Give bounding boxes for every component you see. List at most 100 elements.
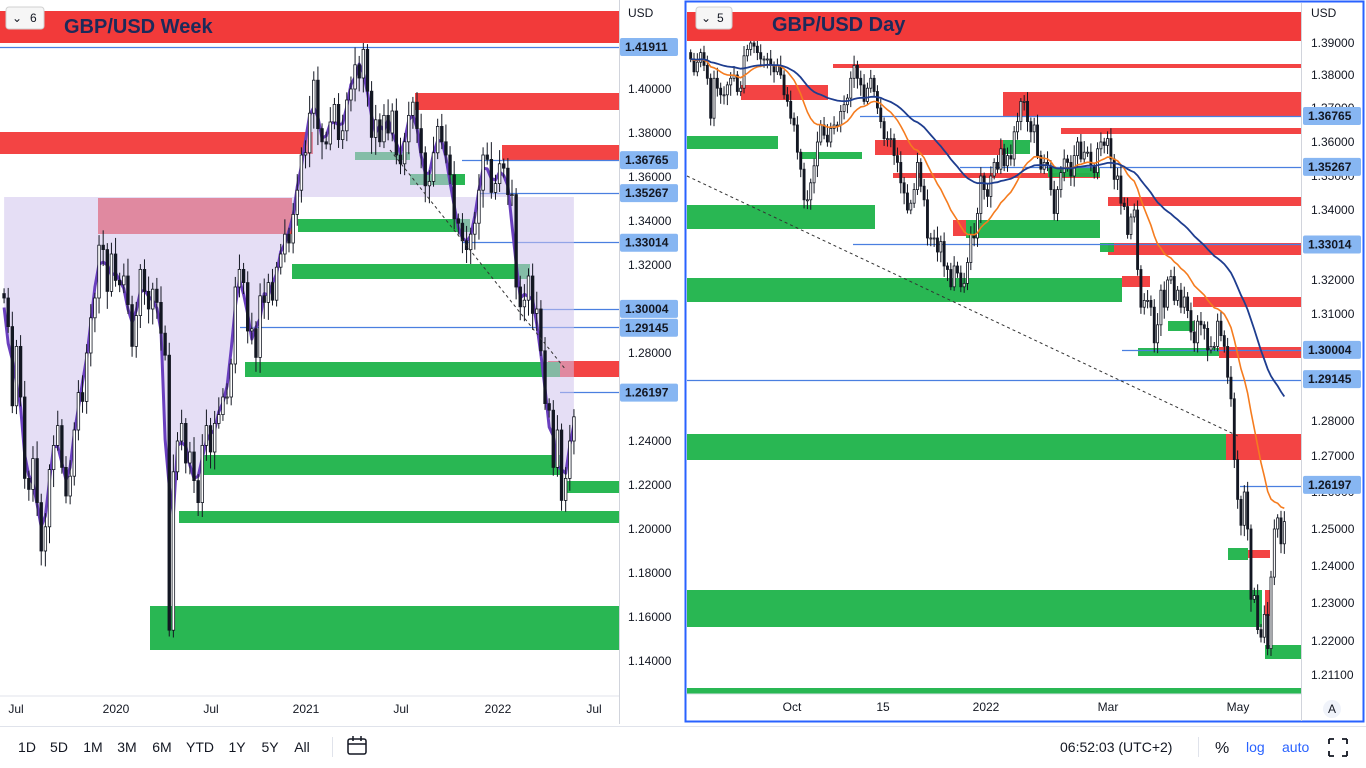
day-candle-body (1136, 209, 1140, 270)
range-button-1d[interactable]: 1D (18, 739, 36, 755)
day-supply-zone (1193, 297, 1301, 307)
day-candle-body (926, 199, 929, 239)
range-button-all[interactable]: All (294, 739, 310, 755)
day-candle-body (1029, 121, 1033, 133)
day-candle-body (1156, 324, 1160, 344)
week-title-zone (0, 11, 619, 43)
week-candle-body (374, 119, 378, 138)
day-candle-body (695, 61, 699, 73)
day-supply-zone (1108, 243, 1301, 255)
week-candle-body (398, 154, 403, 165)
range-buttons: 1D 5D 1M 3M 6M YTD 1Y 5Y All (18, 739, 310, 755)
day-candle-body (946, 265, 949, 270)
week-candle-body (56, 425, 60, 446)
week-candle-body (518, 286, 522, 308)
day-price-tag-label: 1.26197 (1308, 478, 1352, 492)
day-supply-zone (833, 64, 1301, 68)
week-demand-zone (298, 219, 470, 232)
day-y-axis[interactable]: USD 1.390001.380001.370001.360001.350001… (1303, 6, 1361, 718)
day-candle-body (1259, 629, 1263, 638)
day-candle-body (959, 272, 963, 288)
day-candle-body (966, 262, 969, 284)
range-button-3m[interactable]: 3M (117, 739, 136, 755)
week-demand-zone (202, 455, 560, 475)
week-candle-body (415, 101, 419, 129)
day-pane-focus-border (684, 0, 1365, 723)
week-price-tag-label: 1.35267 (625, 186, 669, 200)
day-candle-body (719, 87, 723, 96)
day-candle-body (906, 192, 909, 211)
week-candle-body (122, 275, 126, 286)
day-candle-body (812, 165, 816, 184)
week-y-tick-label: 1.24000 (628, 434, 672, 448)
day-candle-body (1222, 335, 1226, 347)
range-button-ytd[interactable]: YTD (186, 739, 214, 755)
day-demand-zone (1003, 140, 1030, 154)
day-collapse-button[interactable] (695, 6, 733, 30)
day-price-tag-label: 1.33014 (1308, 238, 1352, 252)
week-collapse-button[interactable] (5, 6, 45, 30)
week-price-tag (620, 184, 678, 203)
day-candle-body (1206, 327, 1210, 351)
day-candle-body (1272, 528, 1276, 578)
week-candle-body (229, 363, 233, 398)
day-supply-zone (1219, 347, 1301, 358)
week-candle-body (559, 429, 564, 501)
log-toggle[interactable]: log (1246, 739, 1265, 755)
day-candle-body (749, 42, 753, 50)
range-button-6m[interactable]: 6M (152, 739, 171, 755)
week-candle-body (270, 282, 275, 301)
day-candle-body (782, 74, 786, 96)
auto-toggle[interactable]: auto (1282, 739, 1309, 755)
day-candle-body (809, 182, 813, 201)
day-candle-body (789, 101, 793, 119)
fullscreen-icon[interactable] (1328, 738, 1348, 757)
range-button-1y[interactable]: 1Y (228, 739, 246, 755)
week-candles (2, 35, 576, 638)
percent-toggle[interactable]: % (1215, 740, 1229, 757)
auto-scale-button[interactable] (1323, 700, 1341, 718)
day-candle-body (1279, 517, 1283, 545)
week-chart-pane[interactable]: ⌄ 6 GBP/USD Week Jul 2020 Jul 2021 Jul 2022 Ju… (0, 0, 619, 716)
week-candle-body (113, 253, 118, 281)
day-price-tag (1303, 370, 1361, 389)
day-chart-pane[interactable]: ⌄ 5 GBP/USD Day Oct 15 2022 Mar May (686, 3, 1301, 714)
week-candle-body (568, 440, 572, 479)
week-candle-body (126, 275, 130, 306)
week-candle-body (31, 458, 35, 490)
week-candle-body (357, 64, 361, 79)
day-candle-body (802, 168, 806, 201)
day-candle-body (1079, 141, 1083, 160)
week-candle-body (200, 444, 204, 503)
week-candle-body (349, 88, 353, 101)
week-candle-body (155, 288, 159, 303)
day-candle-body (919, 161, 923, 187)
day-candle-body (1002, 148, 1006, 167)
week-candle-body (283, 233, 287, 255)
day-x-tick-label: Mar (1098, 700, 1119, 714)
range-button-5y[interactable]: 5Y (261, 739, 279, 755)
week-candle-body (419, 128, 423, 154)
week-candle-body (93, 297, 97, 319)
week-purple-fill (4, 64, 574, 527)
week-candle-body (328, 121, 332, 145)
week-candle-body (118, 279, 122, 286)
clock-display[interactable]: 06:52:03 (UTC+2) (1060, 739, 1172, 755)
week-x-tick-label: 2021 (293, 702, 320, 716)
date-range-icon[interactable] (347, 736, 367, 755)
week-candle-body (237, 268, 242, 288)
range-button-1m[interactable]: 1M (83, 739, 102, 755)
day-candle-body (792, 117, 796, 126)
day-candle-body (1239, 498, 1243, 526)
week-candle-body (175, 440, 180, 473)
day-demand-zone (1228, 548, 1248, 560)
range-button-5d[interactable]: 5D (50, 739, 68, 755)
week-candle-body (151, 288, 155, 310)
day-candle-body (889, 138, 893, 141)
week-price-tags: 1.41911 1.36765 1.35267 1.33014 1.30004 1.291… (620, 37, 678, 402)
week-y-ticks: 1.40000 1.38000 1.36000 1.34000 1.32000 1.280… (628, 82, 672, 668)
week-candle-body (287, 233, 291, 244)
week-candle-body (497, 163, 502, 185)
week-y-axis[interactable]: USD 1.400001.380001.360001.340001.320001… (620, 6, 678, 668)
week-candle-body (307, 112, 312, 154)
